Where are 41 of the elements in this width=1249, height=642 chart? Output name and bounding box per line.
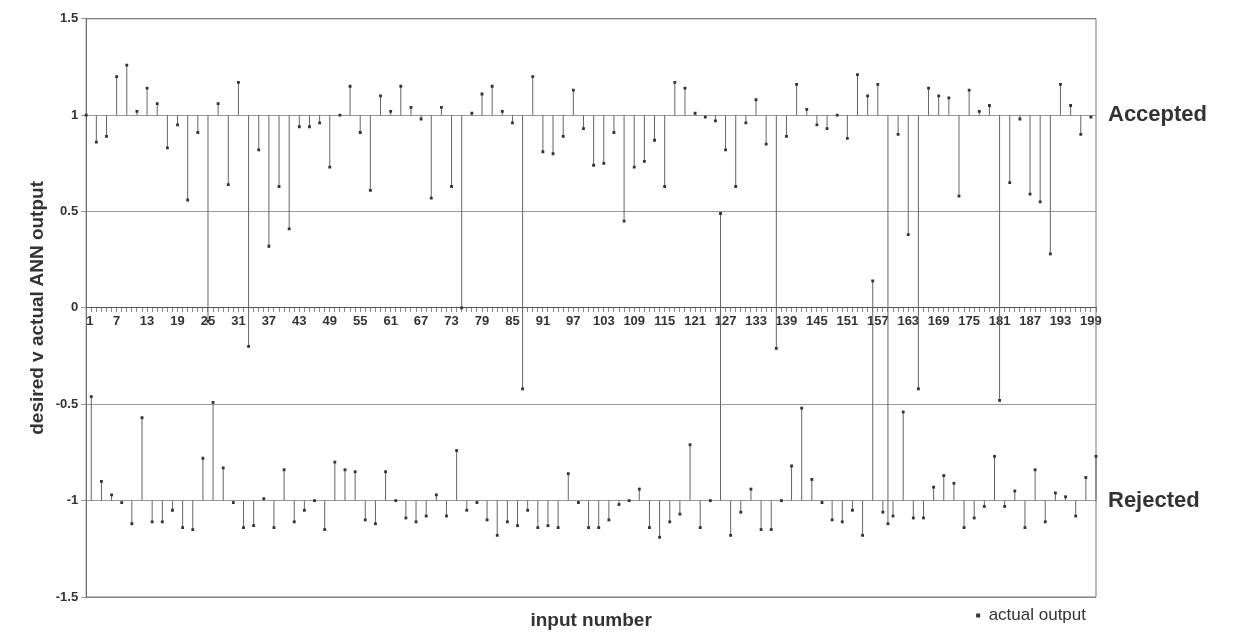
x-tick-label: 115 — [654, 313, 676, 329]
x-tick-label: 175 — [958, 313, 980, 329]
x-tick-label: 121 — [684, 313, 706, 329]
x-tick-label: 97 — [566, 313, 581, 329]
y-axis-title: desired v actual ANN output — [25, 180, 47, 435]
x-tick-label: 85 — [505, 313, 520, 329]
x-tick-label: 193 — [1049, 313, 1072, 329]
x-tick-label: 103 — [592, 313, 615, 329]
y-tick-label: -0.5 — [55, 395, 79, 411]
x-tick-label: 79 — [474, 313, 490, 329]
x-tick-label: 187 — [1019, 313, 1041, 329]
y-tick-label: 1 — [70, 106, 79, 122]
x-tick-label: 145 — [806, 313, 828, 329]
x-tick-label: 1 — [86, 313, 94, 329]
x-tick-label: 199 — [1080, 313, 1102, 329]
x-tick-label: 169 — [927, 313, 950, 329]
x-tick-label: 61 — [383, 313, 398, 329]
x-tick-label: 43 — [292, 313, 307, 329]
text: Accepted — [1108, 101, 1208, 127]
x-tick-label: 109 — [623, 313, 646, 329]
x-tick-label: 19 — [170, 313, 185, 329]
x-tick-label: 73 — [444, 313, 459, 329]
y-tick-label: 0.5 — [60, 203, 79, 219]
x-tick-label: 55 — [352, 313, 368, 329]
x-tick-label: 67 — [413, 313, 429, 329]
x-tick-label: 49 — [322, 313, 337, 329]
x-tick-label: 37 — [261, 313, 277, 329]
y-tick-label: -1.5 — [55, 588, 79, 604]
y-tick-label: -1 — [66, 492, 79, 508]
x-tick-label: 7 — [113, 313, 121, 329]
x-axis-title: input number — [530, 608, 653, 630]
x-tick-label: 13 — [139, 313, 155, 329]
x-tick-label: 133 — [745, 313, 767, 329]
y-tick-label: 1.5 — [60, 10, 79, 26]
text: Rejected — [1108, 486, 1200, 512]
x-tick-label: 25 — [200, 313, 216, 329]
x-tick-label: 91 — [535, 313, 551, 329]
x-tick-label: 151 — [836, 313, 859, 329]
legend-label: actual output — [988, 605, 1087, 625]
y-tick-label: 0 — [70, 299, 79, 315]
x-tick-label: 31 — [231, 313, 246, 329]
